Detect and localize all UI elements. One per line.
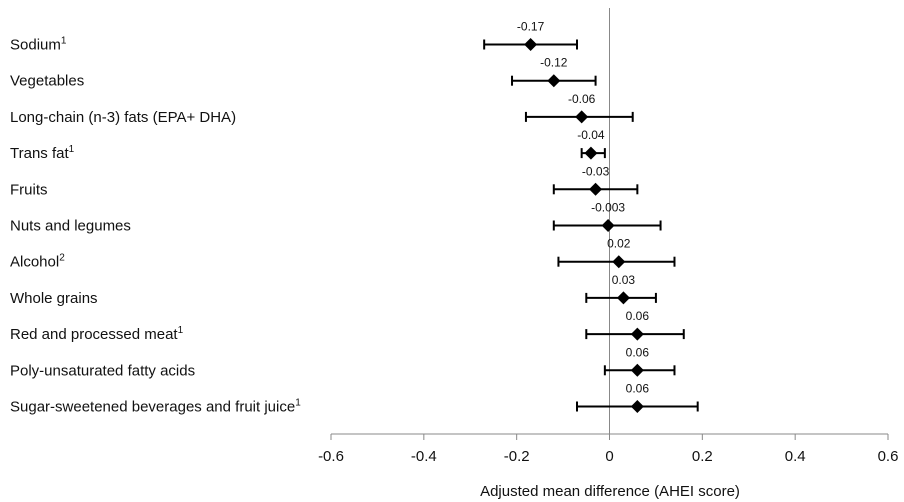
estimate-data-label: -0.003 (591, 201, 625, 215)
x-tick-label: 0.6 (878, 448, 899, 465)
estimate-row: 0.06 (576, 382, 699, 413)
estimate-data-label: -0.04 (577, 128, 605, 142)
estimate-row: -0.12 (511, 56, 597, 88)
x-tick-label: -0.6 (318, 448, 344, 465)
estimate-marker (630, 400, 644, 413)
estimate-data-label: -0.12 (540, 56, 568, 70)
plot-area: -0.6 -0.4 -0.2 0 0.2 0.4 0.6 -0.17-0.12-0.06-0… (318, 8, 898, 465)
estimate-data-label: -0.06 (568, 92, 596, 106)
category-label: Sodium1 (10, 36, 67, 54)
category-label: Vegetables (10, 73, 84, 90)
estimate-data-label: 0.06 (626, 382, 650, 396)
category-label: Poly-unsaturated fatty acids (10, 362, 195, 379)
x-axis-title: Adjusted mean difference (AHEI score) (480, 483, 740, 500)
category-label: Fruits (10, 181, 48, 198)
category-label: Long-chain (n-3) fats (EPA+ DHA) (10, 109, 236, 126)
estimate-row: 0.06 (603, 345, 676, 377)
estimate-row: 0.03 (585, 273, 657, 305)
category-label: Nuts and legumes (10, 218, 131, 235)
estimate-marker (616, 291, 630, 305)
estimate-row: -0.003 (552, 201, 662, 232)
estimate-marker (601, 219, 615, 232)
estimate-data-label: 0.06 (626, 345, 650, 359)
x-axis-ticks: -0.6 -0.4 -0.2 0 0.2 0.4 0.6 (318, 434, 898, 465)
estimate-data-label: -0.03 (582, 164, 610, 178)
estimate-row: 0.06 (585, 309, 685, 341)
estimate-marker (612, 255, 626, 269)
x-tick-label: 0.4 (785, 448, 806, 465)
estimate-marker (575, 110, 589, 124)
estimate-marker (630, 363, 644, 377)
category-labels: Sodium1 Vegetables Long-chain (n-3) fats (… (10, 36, 301, 416)
estimate-data-label: 0.02 (607, 237, 631, 251)
x-tick-label: 0.2 (692, 448, 713, 465)
x-tick-label: -0.2 (504, 448, 530, 465)
estimate-row: 0.02 (557, 237, 676, 269)
estimates: -0.17 -0.12 -0.06 -0.04 -0.03 -0.003 0.02 0.03 0… (483, 20, 699, 413)
category-label: Whole grains (10, 290, 98, 307)
estimate-data-label: 0.03 (612, 273, 636, 287)
estimate-marker (630, 327, 644, 341)
category-label: Sugar-sweetened beverages and fruit juic… (10, 398, 301, 416)
x-tick-label: 0 (605, 448, 613, 465)
category-label: Red and processed meat1 (10, 325, 184, 343)
category-label: Trans fat1 (10, 144, 75, 162)
estimate-row: -0.03 (552, 164, 639, 196)
estimate-row: -0.04 (577, 128, 606, 160)
estimate-marker (584, 146, 598, 160)
estimate-marker (547, 74, 561, 88)
estimate-data-label: -0.17 (517, 20, 545, 34)
x-tick-label: -0.4 (411, 448, 437, 465)
estimate-marker (589, 182, 603, 196)
estimate-row: -0.17 (483, 20, 579, 51)
estimate-row: -0.06 (524, 92, 634, 124)
estimate-data-label: 0.06 (626, 309, 650, 323)
estimate-marker (524, 38, 538, 51)
category-label: Alcohol2 (10, 253, 65, 271)
